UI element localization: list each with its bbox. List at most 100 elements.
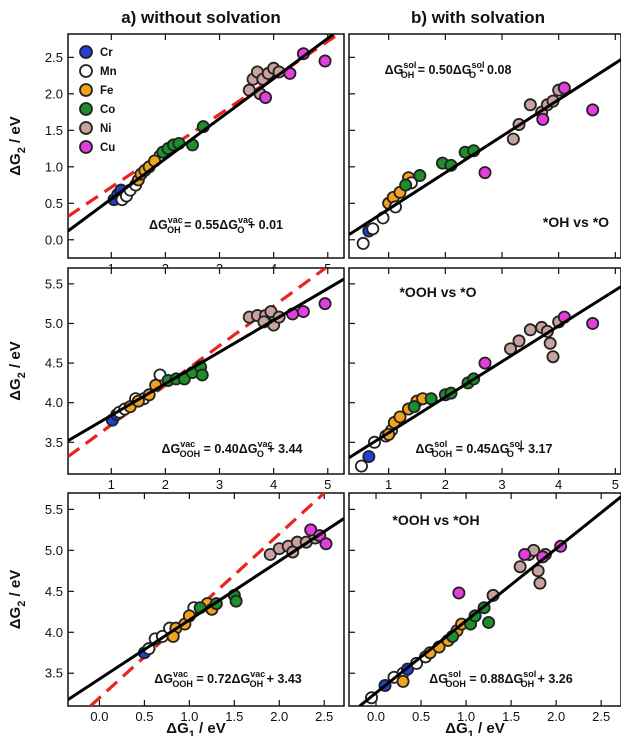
data-point-cu [296,305,310,319]
data-point-mn [354,459,368,473]
data-point-cu [318,297,332,311]
fit-line [358,495,621,706]
fit-equation: ΔGsol OOH = 0.88ΔGsol OH + 3.26 [429,669,572,689]
x-tick-label: 2.0 [547,709,565,724]
data-point-co [229,594,243,608]
panel-a-bottom: 0.0 0.5 1.0 1.5 2.0 2.5 3.5 4.0 4.5 5.0 5.5 ΔG2 / e… [7,492,345,736]
legend-label: Fe [100,85,113,97]
legend-marker-co [79,102,93,116]
plot-area [349,58,621,250]
legend-marker-fe [79,83,93,97]
data-point-cu [518,547,532,561]
data-point-ni [513,560,527,574]
legend-marker-cu [79,140,93,154]
x-tick-label: 0.0 [90,709,108,724]
fit-line [68,34,335,233]
panel-b-bottom: 0.0 0.5 1.0 1.5 2.0 2.5 ΔG1 / eV ΔGsol OOH = 0.8… [348,492,621,736]
x-tick-label: 1.5 [502,709,520,724]
data-point-cu [557,81,571,95]
data-point-ni [512,334,526,348]
panel-b-top: ΔGsol OH = 0.50ΔGsol O - 0.08 *OH vs *O [348,33,621,259]
data-point-cu [478,166,492,180]
y-tick-label: 2.0 [45,86,63,101]
data-point-ni [533,576,547,590]
legend-marker-mn [79,64,93,78]
x-tick-label: 5 [612,477,619,492]
data-point-ni [523,323,537,337]
x-tick-label: 3 [498,477,505,492]
fit-equation: ΔGsol OOH = 0.45ΔGsol O + 3.17 [416,439,553,459]
plot-area [68,34,340,233]
fit-equation: ΔGvac OH = 0.55ΔGvac O + 0.01 [149,215,283,235]
fit-line [349,58,621,236]
data-point-cu [304,523,318,537]
fit-line [68,277,344,443]
data-point-cu [536,112,550,126]
plot-area [68,493,344,706]
y-tick-label: 2.5 [45,50,63,65]
x-tick-label: 1.0 [457,709,475,724]
fit-line [349,285,621,460]
data-point-cu [452,586,466,600]
data-point-co [407,400,421,414]
x-tick-label: 4 [555,477,562,492]
legend-label: Ni [100,123,112,135]
fit-equation: ΔGsol OH = 0.50ΔGsol O - 0.08 [385,60,512,80]
x-tick-label: 2 [162,477,169,492]
y-tick-label: 4.5 [45,356,63,371]
x-tick-label: 1.0 [180,709,198,724]
data-point-ni [523,98,537,112]
column-title-a: a) without solvation [121,8,281,27]
x-tick-label: 1.5 [225,709,243,724]
x-tick-label: 2.5 [315,709,333,724]
x-tick-label: 2.0 [270,709,288,724]
y-tick-label: 3.5 [45,435,63,450]
data-point-ni [546,350,560,364]
data-point-cu [586,103,600,117]
data-point-co [399,178,413,192]
y-tick-label: 4.0 [45,625,63,640]
data-point-cu [478,356,492,370]
column-title-b: b) with solvation [411,8,545,27]
x-tick-label: 0.5 [412,709,430,724]
plot-area [349,285,621,473]
data-point-cu [259,90,273,104]
y-tick-label: 1.0 [45,159,63,174]
legend-marker-ni [79,121,93,135]
data-point-cu [319,537,333,551]
y-tick-label: 4.0 [45,395,63,410]
y-tick-label: 1.5 [45,123,63,138]
legend-label: Co [100,104,115,116]
data-point-cu [318,54,332,68]
x-tick-label: 0.0 [367,709,385,724]
panel-label: *OOH vs *O [399,284,476,300]
x-tick-label: 2.5 [592,709,610,724]
y-tick-label: 5.0 [45,543,63,558]
data-point-fe [396,674,410,688]
plot-area [358,495,621,706]
data-point-ni [263,547,277,561]
data-point-ni [531,564,545,578]
y-axis-label: ΔG2 / eV [7,570,28,629]
x-tick-label: 4 [270,477,277,492]
y-tick-label: 3.5 [45,666,63,681]
data-point-cr [362,450,376,464]
data-point-co [413,169,427,183]
plot-frame [67,33,345,259]
x-tick-label: 3 [216,477,223,492]
y-tick-label: 0.0 [45,232,63,247]
y-tick-label: 0.5 [45,196,63,211]
legend-label: Cr [100,47,113,59]
x-tick-label: 1 [108,477,115,492]
plot-frame [348,492,621,707]
y-tick-label: 5.0 [45,316,63,331]
legend-label: Mn [100,66,117,78]
fit-equation: ΔGvac OOH = 0.40ΔGvac O + 3.44 [162,439,303,459]
fit-line [68,517,344,701]
x-tick-label: 0.5 [135,709,153,724]
x-tick-label: 5 [324,477,331,492]
y-axis-label: ΔG2 / eV [7,341,28,400]
data-point-co [195,368,209,382]
plot-area [68,268,344,458]
